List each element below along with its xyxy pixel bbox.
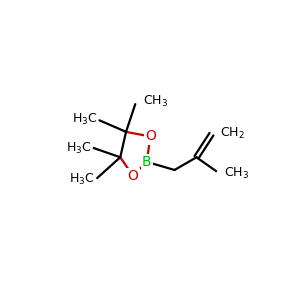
- Text: H$_3$C: H$_3$C: [66, 140, 92, 156]
- Text: CH$_3$: CH$_3$: [224, 166, 249, 181]
- Text: O: O: [145, 130, 156, 143]
- Text: CH$_2$: CH$_2$: [220, 125, 244, 141]
- Text: H$_3$C: H$_3$C: [69, 172, 95, 187]
- Text: CH$_3$: CH$_3$: [143, 94, 169, 110]
- Text: H$_3$C: H$_3$C: [72, 112, 97, 127]
- Text: O: O: [128, 169, 138, 183]
- Text: B: B: [142, 155, 152, 169]
